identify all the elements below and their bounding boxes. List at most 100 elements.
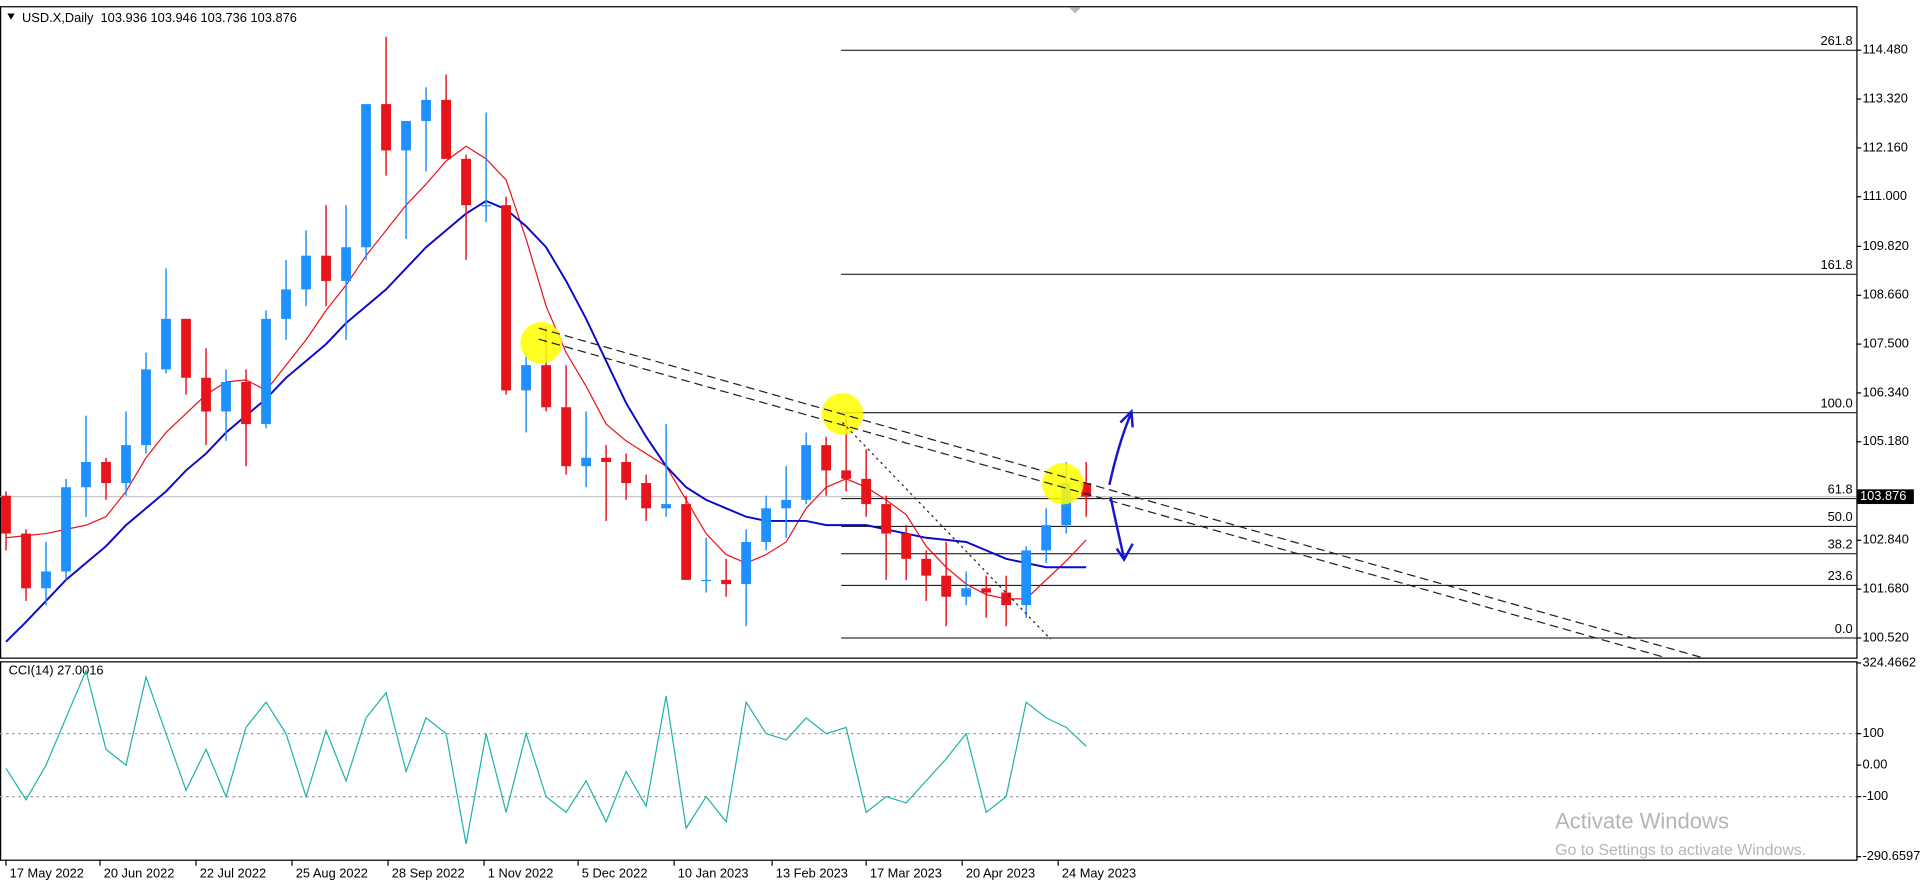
candle-body [21,533,31,589]
candle-body [1001,592,1012,606]
x-tick-label: 22 Jul 2022 [200,866,266,881]
cci-line [5,668,1087,844]
candle-body [61,487,71,572]
candle-body [121,445,131,484]
y-tick-label: 324.4662 [1862,654,1916,669]
candle-body [541,365,551,408]
y-tick-label: 102.840 [1862,532,1908,547]
candle-body [761,508,772,542]
cci-panel [0,661,1858,861]
x-tick-label: 5 Dec 2022 [582,866,648,881]
candle-body [521,365,531,391]
y-tick-label: -100 [1862,788,1888,803]
y-tick-label: 101.680 [1862,581,1908,596]
trendline [842,422,1052,640]
x-tick-label: 20 Jun 2022 [104,866,175,881]
highlight [520,322,563,364]
trendline [538,338,1666,659]
arrow-down [1109,496,1126,559]
candle-body [221,381,231,412]
y-tick-label: 109.820 [1862,238,1908,253]
x-tick-label: 17 May 2022 [10,866,84,881]
arrowhead [1119,408,1134,428]
fib-label: 161.8 [1820,257,1852,272]
candle-body [781,499,792,509]
y-tick-label: 112.160 [1862,139,1907,154]
candle-body [281,289,291,319]
fib-label: 0.0 [1835,621,1853,636]
candle-body [941,575,952,597]
candle-body [861,478,872,505]
fib-label: 100.0 [1820,396,1852,411]
x-tick-label: 28 Sep 2022 [392,866,465,881]
dropdown-icon [7,13,15,20]
chart-title: USD.X,Daily 103.936 103.946 103.736 103.… [22,10,297,25]
y-tick-label: 105.180 [1862,433,1908,448]
candle-body [981,588,992,593]
candle-body [241,381,251,425]
last-price-box [1857,489,1914,505]
annotations [520,322,1703,659]
last-price-label: 103.876 [1860,488,1906,503]
y-tick-label: 113.320 [1862,90,1907,105]
fib-label: 61.8 [1828,481,1853,496]
candle-body [721,579,732,585]
y-tick-label: -290.6597 [1862,848,1920,863]
candle-body [681,504,692,580]
arrowhead [1115,543,1134,562]
watermark-subtitle: Go to Settings to activate Windows. [1555,842,1806,859]
candle-body [641,483,652,509]
candle-body [101,461,111,484]
candle-body [801,445,812,500]
candle-body [1081,483,1092,497]
x-tick-label: 25 Aug 2022 [296,866,368,881]
candle-body [1,495,11,534]
moving-average [5,145,1087,600]
x-tick-label: 1 Nov 2022 [488,866,554,881]
x-tick-label: 20 Apr 2023 [966,866,1035,881]
fib-label: 38.2 [1828,537,1853,552]
cci-title: CCI(14) 27.0016 [9,662,104,677]
candle-body [381,104,391,151]
y-tick-label: 0.00 [1862,757,1887,772]
candle-body [741,541,752,585]
x-tick-label: 17 Mar 2023 [870,866,942,881]
x-tick-label: 13 Feb 2023 [776,866,848,881]
fib-label: 50.0 [1828,509,1853,524]
period-marker [1068,7,1082,14]
y-tick-label: 108.660 [1862,287,1908,302]
candle-body [41,571,51,589]
candle-body [561,407,571,467]
candle-body [261,318,271,425]
candle-body [701,579,712,582]
plot: 114.480 113.320 112.160 111.000 109.820 108.6… [0,33,1920,881]
y-tick-label: 111.000 [1862,188,1907,203]
candle-body [621,461,632,484]
candle-body [961,588,972,597]
candle-body [201,377,211,412]
candle-body [921,558,932,576]
y-tick-label: 114.480 [1862,42,1907,57]
candle-body [481,205,491,207]
x-tick-label: 24 May 2023 [1062,866,1136,881]
fib-label: 261.8 [1820,33,1852,48]
x-tick-label: 10 Jan 2023 [678,866,749,881]
candle-body [581,457,592,467]
candle-body [341,247,351,281]
watermark-title: Activate Windows [1555,809,1729,834]
candle-body [821,445,832,471]
y-tick-label: 106.340 [1862,384,1908,399]
candle-body [361,104,371,248]
candle-body [161,318,171,370]
candle-body [1041,525,1052,551]
candle-body [461,158,471,206]
candle-body [441,99,451,159]
y-tick-label: 100.520 [1862,629,1908,644]
candle-body [141,369,151,446]
fib-label: 23.6 [1828,568,1853,583]
candle-body [81,461,91,488]
candle-body [501,205,511,391]
candle-body [601,457,612,462]
